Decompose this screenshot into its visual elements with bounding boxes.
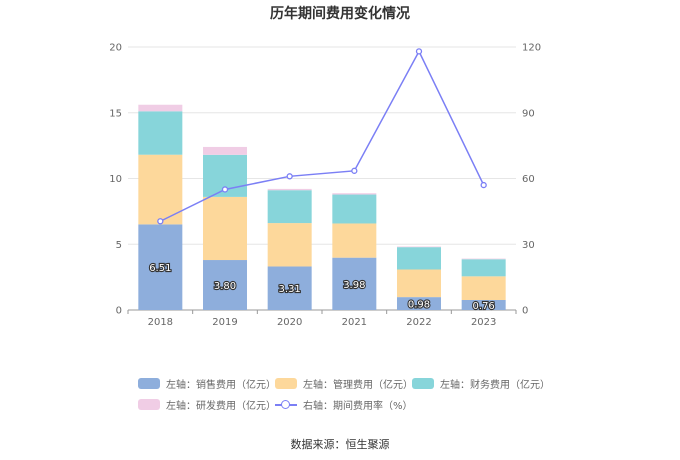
left-axis-tick-label: 10 xyxy=(109,174,122,185)
rate-point xyxy=(351,167,358,174)
left-axis-tick-label: 0 xyxy=(116,306,122,317)
bar-data-label: 6.51 xyxy=(149,263,171,274)
left-axis-tick-label: 15 xyxy=(109,108,122,119)
bar-segment xyxy=(203,260,247,310)
right-axis-tick-label: 30 xyxy=(522,240,535,251)
x-axis-tick-label: 2019 xyxy=(212,317,237,328)
legend-swatch-finance xyxy=(412,378,434,389)
legend-swatch-sales xyxy=(138,378,160,389)
legend-label-sales: 左轴：销售费用（亿元） xyxy=(166,380,276,391)
legend-label-rate: 右轴：期间费用率（%） xyxy=(303,401,413,412)
bar-segment xyxy=(332,257,377,310)
bar-segment xyxy=(397,297,441,310)
bar-segment xyxy=(461,276,506,301)
legend-label-rnd: 左轴：研发费用（亿元） xyxy=(166,401,276,412)
legend-item-rnd[interactable]: 左轴：研发费用（亿元） xyxy=(138,397,276,412)
x-axis-tick-label: 2023 xyxy=(471,317,496,328)
bar-segment xyxy=(332,223,377,258)
data-source-note: 数据来源：恒生聚源 xyxy=(290,438,390,451)
right-axis-tick-label: 120 xyxy=(522,43,541,54)
chart-area: 0 5 10 15 20 0 30 60 90 120 6.51 2018 3.80 2019 3.31 20… xyxy=(109,43,541,329)
legend-item-rate[interactable]: 右轴：期间费用率（%） xyxy=(275,397,413,412)
rate-point xyxy=(415,48,423,55)
legend-swatch-rnd xyxy=(138,399,160,410)
bar-data-label: 3.80 xyxy=(214,281,236,292)
left-axis-tick-label: 20 xyxy=(109,43,122,54)
legend-swatch-admin xyxy=(275,378,297,389)
x-axis-tick-label: 2018 xyxy=(148,317,173,328)
bar-segment xyxy=(461,259,506,277)
bar-segment xyxy=(267,190,312,224)
bar-segment xyxy=(138,104,183,112)
rate-line xyxy=(160,49,485,222)
bar-segment xyxy=(267,266,312,310)
legend-item-finance[interactable]: 左轴：财务费用（亿元） xyxy=(412,376,550,391)
rate-point xyxy=(286,173,293,180)
x-axis-tick-label: 2021 xyxy=(342,317,367,328)
bar-segment xyxy=(267,223,312,267)
bar-segment xyxy=(332,194,377,224)
bar-segment xyxy=(461,258,506,260)
bar-segment xyxy=(332,193,377,195)
bar-data-label: 0.76 xyxy=(473,301,495,312)
rate-point xyxy=(221,186,229,193)
left-axis-tick-label: 5 xyxy=(116,240,122,251)
bar-segment xyxy=(397,246,441,248)
bar-segment xyxy=(397,247,441,270)
bar-segment xyxy=(138,154,183,225)
right-axis-tick-label: 90 xyxy=(522,108,535,119)
rate-point xyxy=(480,181,487,189)
chart-title: 历年期间费用变化情况 xyxy=(270,6,410,22)
right-axis-tick-label: 60 xyxy=(522,174,535,185)
legend-item-sales[interactable]: 左轴：销售费用（亿元） xyxy=(138,376,276,391)
bar-segment xyxy=(138,111,183,155)
right-axis-tick-label: 0 xyxy=(522,306,528,317)
legend-label-admin: 左轴：管理费用（亿元） xyxy=(303,380,413,391)
bar-segment xyxy=(397,269,441,298)
bar-segment xyxy=(267,188,312,191)
bar-segment xyxy=(138,224,183,310)
x-axis-tick-label: 2022 xyxy=(406,317,431,328)
bar-data-label: 3.31 xyxy=(279,284,301,295)
legend-label-finance: 左轴：财务费用（亿元） xyxy=(440,380,550,391)
legend-item-admin[interactable]: 左轴：管理费用（亿元） xyxy=(275,376,413,391)
bar-segment xyxy=(203,146,247,155)
x-axis-tick-label: 2020 xyxy=(277,317,302,328)
rate-point xyxy=(157,218,164,225)
legend-swatch-rate xyxy=(275,399,297,410)
bar-segment xyxy=(203,196,247,261)
bar-data-label: 0.98 xyxy=(408,300,430,311)
bar-data-label: 3.98 xyxy=(343,280,365,291)
bar-segment xyxy=(461,300,506,310)
